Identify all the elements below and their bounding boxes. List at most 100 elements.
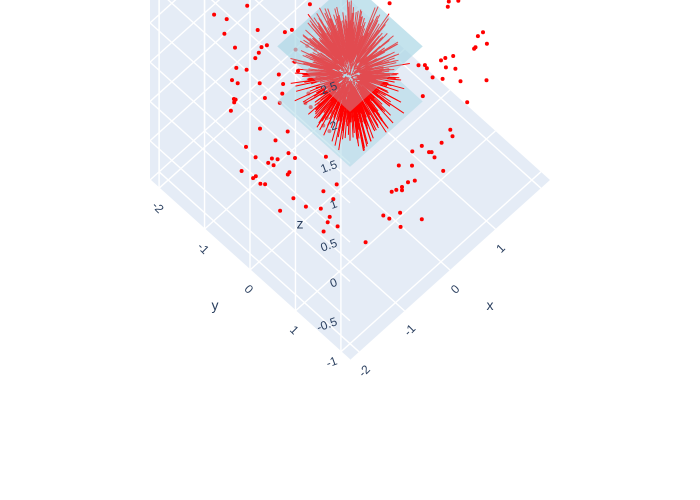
y-axis-title: y (212, 297, 219, 313)
sphere-marker (259, 45, 264, 50)
hedgehog-line (344, 19, 350, 57)
hedgehog-line (319, 7, 342, 51)
hedgehog-line (367, 81, 388, 92)
sphere-marker (381, 213, 386, 218)
hedgehog-line (328, 88, 345, 125)
hedgehog-line (351, 24, 357, 60)
axis-tick-labels: -1 -0.5 0 0.5 1 1.5 2 2.5 -2 -1 0 1 -2 -1 0 1 (149, 79, 508, 380)
hedgehog-line (349, 69, 352, 75)
sphere-marker (432, 155, 437, 160)
hedgehog-line (339, 99, 347, 126)
sphere-marker (394, 187, 399, 192)
sphere-marker (484, 41, 489, 46)
sphere-marker (410, 149, 415, 154)
hedgehog-line (359, 38, 391, 64)
hedgehog-line (305, 78, 337, 90)
gridline-wall-z-right (149, 0, 264, 102)
hedgehog-line (362, 74, 377, 81)
sphere-marker (406, 180, 410, 185)
gridline-wall-z-left (149, 61, 351, 243)
sphere-marker (282, 30, 287, 35)
sphere-marker (276, 72, 281, 77)
hedgehog-line (308, 77, 335, 79)
sphere-marker (256, 50, 261, 55)
hedgehog-line (302, 35, 339, 65)
sphere-marker (285, 129, 290, 134)
hedgehog-line (346, 72, 350, 76)
hedgehog-line (350, 76, 355, 81)
z-tick-label: 0.5 (319, 236, 340, 255)
sphere-marker (451, 54, 456, 58)
sphere-marker (412, 178, 417, 183)
sphere-marker (262, 96, 267, 100)
sphere-marker (323, 154, 328, 159)
hedgehog-line (360, 62, 397, 72)
hedgehog-line (361, 86, 391, 116)
sphere-marker (296, 69, 300, 73)
z-tick-label: 0 (328, 275, 339, 291)
sphere-marker (400, 185, 404, 189)
hedgehog-line (358, 77, 399, 92)
sphere-marker (465, 100, 470, 105)
sphere-marker (244, 67, 249, 72)
hedgehog-line (360, 88, 377, 103)
hedgehog-line (355, 49, 366, 64)
sphere-marker (285, 172, 290, 177)
hedgehog-line (328, 74, 341, 78)
sphere-marker (325, 220, 330, 225)
sphere-marker (475, 34, 480, 39)
hedgehog-line (314, 86, 337, 103)
sphere-marker (446, 0, 451, 4)
hedgehog-line (353, 97, 365, 151)
hedgehog-line (334, 90, 348, 146)
gridline-wall-z-right (149, 0, 308, 142)
hedgehog-line (356, 64, 374, 73)
hedgehog-line (355, 28, 366, 52)
hedgehog-line (357, 7, 376, 51)
gridline-floor-y (340, 171, 542, 353)
sphere-marker (481, 30, 485, 35)
hedgehog-line (333, 95, 344, 118)
hedgehog-line (355, 96, 365, 114)
hedgehog-line (358, 91, 379, 126)
sphere-marker (253, 174, 258, 179)
hedgehog-line (353, 35, 364, 60)
hedgehog-line (310, 62, 334, 71)
sphere-marker (245, 3, 250, 8)
hedgehog-line (362, 80, 389, 94)
sphere-marker (422, 63, 427, 68)
z-tick-label: -1 (324, 354, 339, 371)
z-axis-title: z (297, 216, 304, 232)
hedgehog-line (315, 87, 341, 119)
hedgehog-line (345, 84, 350, 97)
sphere-marker (264, 43, 269, 48)
hedgehog-line (350, 66, 353, 70)
gridline-wall-z-left (149, 100, 351, 282)
hedgehog-line (360, 76, 405, 90)
plane-upper-overlay (277, 0, 423, 112)
sphere-marker (445, 4, 450, 9)
sphere-marker (280, 91, 285, 96)
hedgehog-line (341, 76, 347, 86)
gridline-floor-y (294, 130, 496, 312)
sphere-marker (303, 204, 308, 209)
hedgehog-line (365, 86, 405, 114)
sphere-marker (253, 56, 258, 61)
hedgehog-line (355, 14, 381, 60)
hedgehog-line (363, 76, 402, 81)
hedgehog-line (295, 76, 338, 87)
hedgehog-line (329, 83, 345, 102)
hedgehog-line (318, 91, 340, 118)
sphere-marker (307, 2, 312, 7)
sphere-marker (363, 240, 368, 245)
hedgehog-line (367, 60, 396, 69)
hedgehog-line (362, 58, 380, 69)
sphere-marker (289, 27, 294, 32)
hedgehog-line (314, 87, 338, 106)
hedgehog-line (316, 90, 342, 128)
hedgehog-line (333, 14, 345, 50)
hedgehog-line (352, 79, 356, 81)
sphere-marker (440, 76, 445, 81)
axis-titles: z y x (212, 216, 494, 314)
